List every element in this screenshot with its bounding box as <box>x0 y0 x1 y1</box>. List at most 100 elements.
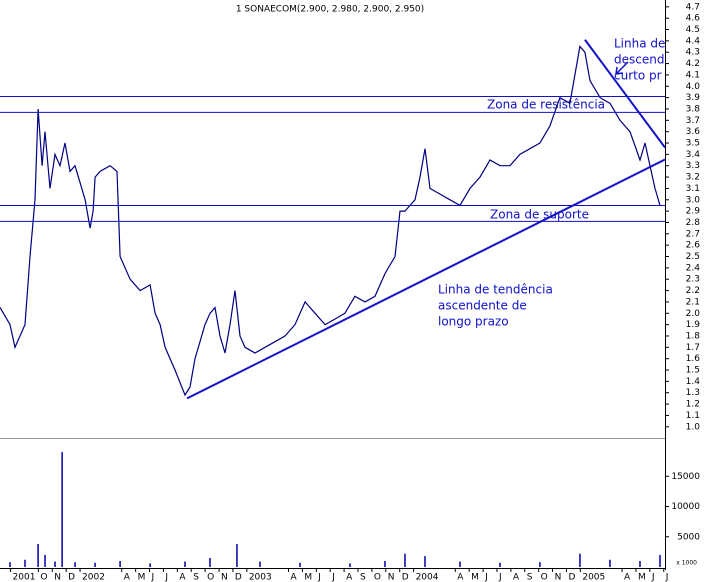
x-tick-label: J <box>665 573 669 582</box>
x-tick-label: A <box>624 573 631 582</box>
volume-bar <box>579 553 581 567</box>
volume-bar <box>459 561 461 567</box>
x-tick-label: A <box>346 573 353 582</box>
volume-bar <box>609 559 611 567</box>
volume-bar <box>37 544 39 567</box>
y-tick-label: 3.0 <box>686 195 701 205</box>
annotation: Linha de tendência <box>438 283 553 297</box>
x-tick-label: O <box>40 573 47 582</box>
y-tick-label: 3.8 <box>686 104 701 114</box>
x-tick-label: J <box>317 573 321 582</box>
arrow <box>615 61 629 75</box>
x-tick-label: N <box>221 573 228 582</box>
y-tick-label: 5000 <box>677 532 700 542</box>
volume-bar <box>349 563 351 567</box>
volume-bar <box>9 562 11 567</box>
y-tick-label: 1.2 <box>686 400 700 410</box>
y-tick-label: 4.3 <box>686 48 700 58</box>
y-tick-label: 2.6 <box>686 241 701 251</box>
annotation: Linha de <box>614 37 665 51</box>
x-tick-label: N <box>54 573 61 582</box>
x-tick-label: A <box>457 573 464 582</box>
annotation: descend <box>614 53 664 67</box>
x-tick-label: S <box>527 573 533 582</box>
volume-bar <box>61 452 63 567</box>
y-tick-label: 3.1 <box>686 184 700 194</box>
x-tick-label: J <box>331 573 335 582</box>
y-tick-label: 3.3 <box>686 161 700 171</box>
price-line <box>0 45 661 397</box>
y-tick-label: 3.2 <box>686 173 700 183</box>
y-tick-label: 1.0 <box>686 422 701 432</box>
annotation: ascendente de <box>438 299 527 313</box>
x-tick-label: 2005 <box>582 573 605 582</box>
volume-bar <box>209 557 211 567</box>
volume-bar <box>404 553 406 567</box>
y-tick-label: 1.4 <box>686 377 701 387</box>
x-tick-label: D <box>235 573 242 582</box>
volume-bar <box>74 562 76 567</box>
y-tick-label: 2.4 <box>686 263 701 273</box>
x-tick-label: N <box>555 573 562 582</box>
volume-bar <box>119 560 121 567</box>
x-tick-label: J <box>484 573 488 582</box>
y-tick-label: 15000 <box>671 472 700 482</box>
y-tick-label: 2.1 <box>686 297 700 307</box>
y-tick-label: 4.6 <box>686 14 701 24</box>
x-tick-label: 2002 <box>82 573 105 582</box>
x-tick-label: D <box>402 573 409 582</box>
y-tick-label: 2.7 <box>686 229 700 239</box>
y-tick-label: 2.3 <box>686 275 700 285</box>
y-tick-label: 4.1 <box>686 70 700 80</box>
x-tick-label: 2003 <box>249 573 272 582</box>
x-tick-label: J <box>151 573 155 582</box>
x-tick-label: S <box>193 573 199 582</box>
volume-bar <box>299 562 301 567</box>
x-tick-label: M <box>471 573 479 582</box>
volume-bar <box>54 561 56 567</box>
annotation: Zona de suporte <box>490 208 589 222</box>
volume-bar <box>424 556 426 567</box>
annotation: Zona de resistência <box>487 98 605 112</box>
x-tick-label: N <box>388 573 395 582</box>
unit-label: x 1000 <box>676 560 697 567</box>
volume-bar <box>236 544 238 567</box>
x-tick-label: O <box>207 573 214 582</box>
x-tick-label: O <box>374 573 381 582</box>
x-tick-label: A <box>513 573 520 582</box>
volume-bar <box>384 560 386 567</box>
x-tick-label: 2001 <box>13 573 36 582</box>
y-tick-label: 3.4 <box>686 150 701 160</box>
x-tick-label: S <box>360 573 366 582</box>
x-tick-label: J <box>164 573 168 582</box>
x-tick-label: M <box>138 573 146 582</box>
annotation: longo prazo <box>438 315 509 329</box>
y-tick-label: 4.0 <box>686 82 701 92</box>
y-tick-label: 4.4 <box>686 36 701 46</box>
volume-bar <box>44 554 46 567</box>
y-tick-label: 3.7 <box>686 116 700 126</box>
y-tick-label: 2.9 <box>686 207 701 217</box>
x-tick-label: J <box>498 573 502 582</box>
trend-line <box>186 158 666 400</box>
y-tick-label: 1.5 <box>686 366 700 376</box>
annotation: curto pr <box>614 69 662 83</box>
y-tick-label: 1.9 <box>686 320 701 330</box>
x-tick-label: J <box>651 573 655 582</box>
y-tick-label: 3.6 <box>686 127 701 137</box>
y-tick-label: 3.5 <box>686 139 700 149</box>
y-tick-label: 1.3 <box>686 388 700 398</box>
x-tick-label: 2004 <box>416 573 439 582</box>
y-tick-label: 2.8 <box>686 218 701 228</box>
y-tick-label: 10000 <box>671 502 700 512</box>
chart-title: 1 SONAECOM(2.900, 2.980, 2.900, 2.950) <box>236 5 424 15</box>
volume-bar <box>184 561 186 567</box>
y-tick-label: 3.9 <box>686 93 701 103</box>
volume-bar <box>149 563 151 567</box>
x-tick-label: A <box>291 573 298 582</box>
trend-line <box>584 39 666 149</box>
x-tick-label: A <box>179 573 186 582</box>
y-tick-label: 1.6 <box>686 354 701 364</box>
